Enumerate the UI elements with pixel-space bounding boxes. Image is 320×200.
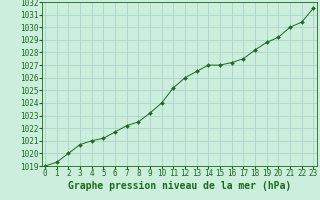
X-axis label: Graphe pression niveau de la mer (hPa): Graphe pression niveau de la mer (hPa) [68,181,291,191]
